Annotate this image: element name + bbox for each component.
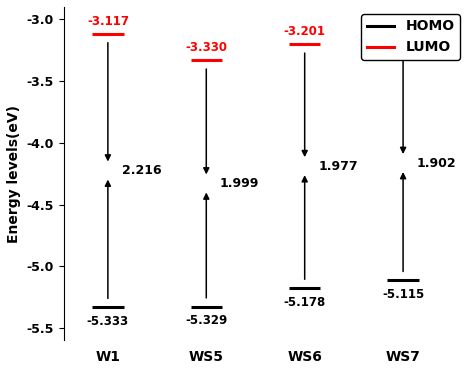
Text: -5.178: -5.178 bbox=[283, 296, 326, 309]
Legend: HOMO, LUMO: HOMO, LUMO bbox=[361, 14, 460, 60]
Text: 1.902: 1.902 bbox=[417, 157, 456, 170]
Text: 1.999: 1.999 bbox=[220, 177, 259, 190]
Text: -5.115: -5.115 bbox=[382, 288, 424, 301]
Text: -3.117: -3.117 bbox=[87, 14, 129, 27]
Text: 1.977: 1.977 bbox=[319, 160, 358, 173]
Text: -5.329: -5.329 bbox=[185, 314, 228, 327]
Text: -3.201: -3.201 bbox=[283, 25, 326, 38]
Y-axis label: Energy levels(eV): Energy levels(eV) bbox=[7, 105, 21, 243]
Text: -3.330: -3.330 bbox=[185, 41, 228, 54]
Text: -5.333: -5.333 bbox=[87, 315, 129, 328]
Text: 2.216: 2.216 bbox=[122, 164, 161, 177]
Text: -3.213: -3.213 bbox=[382, 26, 424, 39]
